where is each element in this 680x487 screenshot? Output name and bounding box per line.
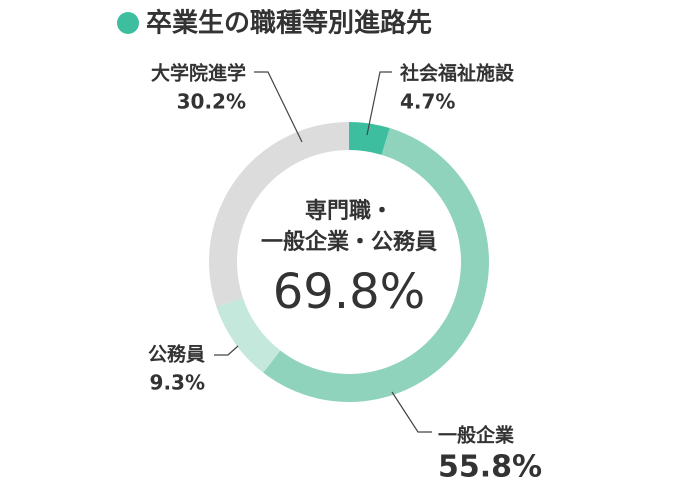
value-label: 4.7%	[400, 90, 455, 114]
category-label: 一般企業	[438, 424, 515, 447]
value-label: 9.3%	[150, 371, 205, 395]
center-value: 69.8%	[273, 264, 425, 320]
title-bullet	[117, 12, 139, 34]
center-label: 専門職・	[305, 198, 393, 224]
value-label: 55.8%	[438, 450, 542, 485]
category-label: 社会福祉施設	[399, 62, 515, 85]
donut-segment	[209, 121, 349, 307]
leader-line	[254, 71, 303, 143]
category-label: 大学院進学	[151, 62, 246, 85]
center-label: 一般企業・公務員	[261, 229, 437, 255]
donut-segment	[349, 122, 390, 155]
value-label: 30.2%	[177, 90, 246, 114]
category-label: 公務員	[148, 343, 205, 366]
donut-segment	[216, 297, 281, 373]
chart-title: 卒業生の職種等別進路先	[146, 8, 432, 39]
donut-segment	[263, 128, 489, 403]
leader-line	[214, 345, 239, 356]
leader-line	[391, 391, 432, 433]
leader-line	[366, 71, 392, 136]
